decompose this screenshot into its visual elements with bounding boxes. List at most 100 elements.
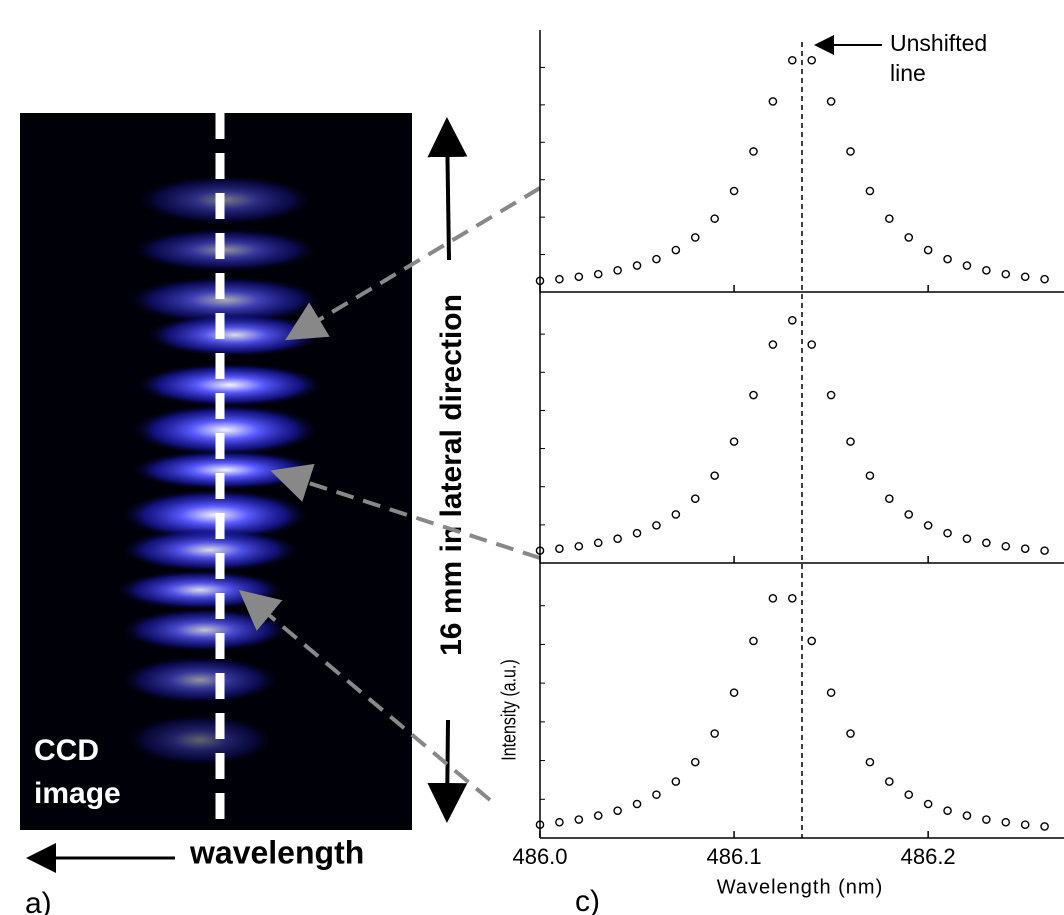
data-point [768, 340, 778, 349]
data-point [613, 534, 622, 544]
data-point [555, 274, 564, 284]
data-point [826, 390, 836, 400]
data-point [923, 245, 933, 255]
data-point [885, 494, 894, 503]
data-point [904, 510, 914, 519]
data-point [787, 55, 797, 65]
data-point [535, 546, 545, 555]
data-point [885, 214, 894, 223]
data-point [1020, 820, 1030, 829]
data-point [982, 266, 991, 275]
data-point [729, 437, 739, 446]
x-tick-label: 486.0 [512, 844, 567, 869]
data-point [729, 186, 739, 196]
data-point [943, 254, 952, 264]
connector-arrows [238, 186, 542, 802]
data-point [962, 261, 972, 270]
data-point [807, 55, 817, 65]
data-point [574, 815, 584, 824]
data-point [807, 340, 817, 349]
data-point [535, 276, 545, 286]
image-label: image [34, 777, 121, 810]
data-point [574, 272, 584, 282]
data-point [652, 521, 661, 530]
data-point [846, 729, 855, 738]
data-point [1040, 274, 1049, 284]
data-point [826, 97, 836, 106]
x-tick-label: 486.2 [901, 844, 956, 869]
data-point [865, 757, 875, 767]
data-point [632, 799, 642, 809]
data-point [1040, 546, 1049, 555]
data-point [865, 186, 875, 196]
data-point [885, 777, 894, 786]
data-point [962, 811, 972, 820]
data-point [652, 254, 661, 264]
data-point [613, 806, 622, 815]
data-point [593, 269, 603, 279]
data-point [632, 528, 642, 538]
data-point [710, 214, 719, 223]
data-point [710, 729, 719, 738]
data-point [749, 147, 758, 156]
data-point [593, 811, 603, 820]
annotation: line [890, 60, 926, 86]
data-point [671, 510, 681, 519]
data-point [690, 494, 700, 503]
data-point [710, 471, 719, 480]
data-point [1001, 541, 1011, 551]
x-axis-title: Wavelength (nm) [717, 876, 884, 898]
annotation: Unshifted [890, 30, 987, 56]
data-point [846, 147, 855, 156]
x-tick-label: 486.1 [707, 844, 762, 869]
image-label: CCD [34, 734, 99, 767]
data-point [982, 815, 991, 824]
data-point [671, 777, 681, 786]
data-point [1001, 817, 1011, 827]
data-point [555, 544, 564, 553]
data-point [555, 817, 564, 827]
data-point [652, 790, 661, 799]
data-point [1040, 822, 1049, 831]
data-point [787, 315, 797, 325]
data-point [690, 757, 700, 767]
data-point [807, 636, 817, 646]
data-point [671, 245, 681, 255]
ccd-image [20, 113, 412, 830]
data-point [574, 541, 584, 551]
data-point [904, 233, 914, 242]
data-point [923, 521, 933, 530]
panel-label: a) [25, 887, 52, 915]
data-point [982, 538, 991, 548]
data-point [923, 799, 933, 809]
data-point [962, 534, 972, 544]
data-point [593, 538, 603, 548]
data-point [787, 593, 797, 603]
data-point [613, 266, 622, 275]
data-point [690, 233, 700, 242]
data-point [632, 261, 642, 270]
data-point [768, 97, 778, 106]
data-point [729, 688, 739, 697]
data-point [768, 593, 778, 603]
wavelength-label: wavelength [189, 834, 364, 870]
data-point [535, 820, 545, 829]
data-point [1020, 544, 1030, 553]
panel-label: c) [575, 885, 600, 915]
data-point [943, 806, 952, 815]
data-point [1020, 272, 1030, 282]
data-point [749, 636, 758, 646]
data-point [943, 528, 952, 538]
data-point [1001, 269, 1011, 279]
y-axis-title: Intensity (a.u.) [498, 659, 520, 760]
data-point [749, 390, 758, 400]
data-point [904, 790, 914, 799]
data-point [865, 471, 875, 480]
data-point [826, 688, 836, 697]
direction-arrow [427, 719, 468, 823]
direction-label: 16 mm in lateral direction [435, 294, 468, 656]
data-point [846, 437, 855, 446]
direction-arrow [427, 117, 468, 261]
